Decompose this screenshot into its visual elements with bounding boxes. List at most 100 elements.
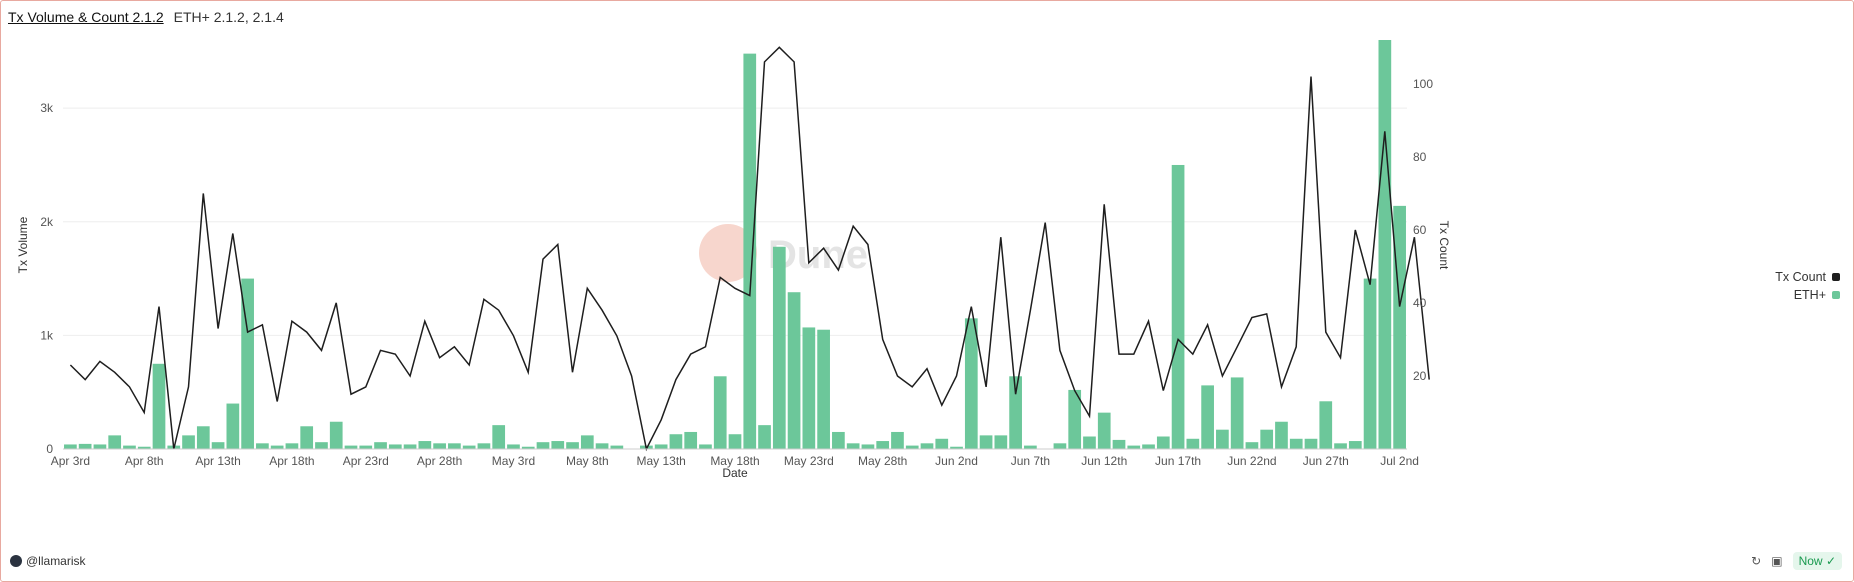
bar-eth-plus	[93, 444, 107, 449]
x-tick-label: Apr 18th	[269, 454, 314, 468]
x-tick-label: Jun 2nd	[935, 454, 978, 468]
bar-eth-plus	[684, 431, 698, 449]
x-tick-label: Jun 17th	[1155, 454, 1201, 468]
bar-eth-plus	[492, 425, 506, 449]
bar-eth-plus	[1097, 412, 1111, 449]
bar-eth-plus	[344, 445, 358, 449]
chart-title-link[interactable]: Tx Volume & Count 2.1.2	[8, 9, 164, 25]
bar-eth-plus	[521, 446, 535, 449]
bar-eth-plus	[137, 446, 151, 449]
bar-eth-plus	[551, 441, 565, 449]
x-tick-label: May 8th	[566, 454, 609, 468]
bar-eth-plus	[1393, 205, 1406, 449]
bar-eth-plus	[580, 435, 594, 449]
bar-eth-plus	[979, 435, 993, 449]
bar-eth-plus	[152, 363, 166, 449]
x-tick-label: Apr 13th	[195, 454, 240, 468]
x-tick-label: May 18th	[710, 454, 759, 468]
camera-icon[interactable]: ▣	[1771, 554, 1783, 568]
bar-eth-plus	[1289, 438, 1303, 449]
y-tick-label: 3k	[40, 101, 54, 115]
grid-lines	[63, 107, 1407, 336]
y2-axis-label: Tx Count	[1437, 221, 1451, 270]
avatar	[10, 555, 22, 567]
refresh-icon[interactable]: ↻	[1751, 554, 1762, 568]
bar-eth-plus	[994, 435, 1008, 449]
bar-eth-plus	[285, 443, 299, 449]
bar-eth-plus	[507, 444, 520, 449]
bar-eth-plus	[1112, 439, 1126, 449]
bar-eth-plus	[182, 435, 195, 449]
legend-label: Tx Count	[1775, 270, 1826, 284]
bar-eth-plus	[418, 441, 432, 449]
bar-eth-plus	[329, 421, 343, 449]
author-name: @llamarisk	[26, 554, 86, 568]
y2-tick-label: 80	[1413, 150, 1427, 164]
bar-eth-plus	[1127, 445, 1141, 449]
y2-tick-label: 100	[1413, 77, 1433, 91]
y-tick-label: 1k	[40, 328, 54, 342]
author-link[interactable]: @llamarisk	[10, 554, 86, 568]
x-tick-label: May 28th	[858, 454, 907, 468]
bar-eth-plus	[211, 442, 225, 449]
bar-eth-plus	[846, 443, 860, 449]
x-tick-label: Jun 22nd	[1227, 454, 1276, 468]
bar-eth-plus	[743, 53, 757, 450]
bar-eth-plus	[595, 443, 609, 449]
legend-swatch-icon	[1832, 273, 1840, 281]
bar-eth-plus	[1216, 429, 1229, 449]
y-tick-label: 0	[46, 442, 53, 456]
bar-eth-plus	[241, 278, 254, 449]
y2-tick-label: 20	[1413, 369, 1427, 383]
x-axis-label: Date	[722, 466, 748, 480]
now-label: Now	[1798, 554, 1823, 568]
bar-eth-plus	[817, 329, 830, 449]
bar-eth-plus	[758, 425, 771, 449]
x-tick-label: May 13th	[636, 454, 685, 468]
bar-eth-plus	[1201, 385, 1214, 449]
bar-eth-plus	[610, 445, 624, 449]
bar-eth-plus	[388, 444, 402, 449]
bar-eth-plus	[1348, 441, 1362, 449]
bar-eth-plus	[78, 443, 92, 449]
legend-item-tx-count[interactable]: Tx Count	[1740, 268, 1840, 286]
bar-eth-plus	[1275, 421, 1288, 449]
y2-tick-label: 60	[1413, 223, 1427, 237]
legend-item-eth-plus[interactable]: ETH+	[1740, 286, 1840, 304]
x-axis-ticks: Apr 3rd Apr 8th Apr 13th Apr 18th Apr 23rd Ap…	[51, 454, 1419, 468]
x-tick-label: Apr 3rd	[51, 454, 90, 468]
bar-eth-plus	[108, 435, 122, 449]
bar-eth-plus	[876, 441, 890, 449]
bar-eth-plus	[1083, 436, 1096, 449]
chart-legend: Tx Count ETH+	[1740, 268, 1840, 304]
bar-eth-plus	[1260, 429, 1274, 449]
bar-eth-plus	[654, 444, 668, 449]
y2-tick-label: 40	[1413, 296, 1427, 310]
bar-eth-plus	[891, 431, 904, 449]
now-status-badge[interactable]: Now ✓	[1792, 552, 1842, 570]
x-tick-label: Jun 7th	[1011, 454, 1050, 468]
bar-series-eth-plus	[64, 40, 1406, 450]
bar-eth-plus	[477, 443, 491, 449]
bar-eth-plus	[1334, 443, 1347, 449]
bar-eth-plus	[433, 443, 446, 449]
bar-eth-plus	[1378, 40, 1392, 449]
bar-eth-plus	[462, 445, 476, 449]
chart-subtitle: ETH+ 2.1.2, 2.1.4	[173, 9, 284, 25]
bar-eth-plus	[448, 443, 461, 449]
check-circle-icon: ✓	[1825, 554, 1836, 568]
bar-eth-plus	[1024, 445, 1037, 449]
x-tick-label: Apr 28th	[417, 454, 462, 468]
bar-eth-plus	[1171, 164, 1185, 449]
bar-eth-plus	[728, 434, 742, 449]
bar-eth-plus	[1068, 389, 1082, 449]
bar-eth-plus	[1230, 377, 1244, 449]
x-tick-label: Jun 27th	[1303, 454, 1349, 468]
x-tick-label: May 23rd	[784, 454, 834, 468]
bar-eth-plus	[935, 438, 949, 449]
legend-label: ETH+	[1793, 288, 1826, 302]
footer-actions: ↻ ▣ Now ✓	[1751, 552, 1842, 570]
bar-eth-plus	[566, 442, 579, 449]
